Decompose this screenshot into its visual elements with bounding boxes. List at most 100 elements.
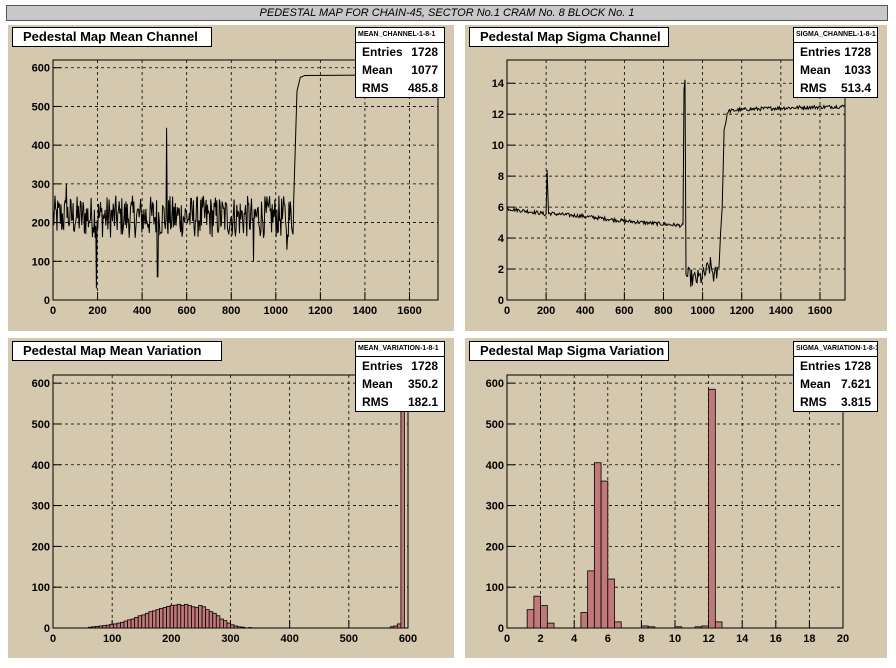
- mean-variation-pad: 0 100 200 300 400 500 600 0 100 200 300 400 500 600 Pe…: [8, 338, 454, 658]
- y-tick-label: 600: [486, 378, 504, 390]
- histogram-bar: [159, 608, 164, 629]
- histogram-bar: [708, 388, 716, 629]
- y-tick-label: 8: [498, 171, 504, 183]
- x-tick-label: 600: [615, 305, 633, 317]
- histogram-bar: [593, 462, 602, 629]
- x-tick-label: 18: [803, 633, 815, 645]
- chart-svg: 0 200 400 600 800 1000 1200 1400 1600 0 100 200 300 4…: [32, 59, 439, 317]
- stats-name: SIGMA_VARIATION-1-8-1: [794, 342, 877, 357]
- x-tick-label: 0: [50, 305, 56, 317]
- x-tick-label: 1600: [397, 305, 421, 317]
- y-tick-label: 100: [486, 582, 504, 594]
- x-tick-label: 1200: [308, 305, 332, 317]
- y-tick-label: 6: [498, 202, 504, 214]
- x-tick-label: 200: [88, 305, 106, 317]
- page-title: PEDESTAL MAP FOR CHAIN-45, SECTOR No.1 C…: [6, 5, 888, 21]
- stats-label: RMS: [800, 81, 827, 95]
- x-tick-label: 1600: [808, 305, 832, 317]
- x-tick-label: 1400: [353, 305, 377, 317]
- histogram-bar: [533, 595, 541, 629]
- stats-box: SIGMA_VARIATION-1-8-1 Entries 1728 Mean 7.62…: [793, 341, 878, 412]
- histogram-bar: [191, 606, 196, 629]
- histogram-bar: [88, 626, 93, 629]
- y-tick-label: 500: [32, 101, 50, 113]
- plot-frame: [52, 59, 439, 301]
- histogram-bar: [102, 625, 107, 629]
- stats-label: Mean: [800, 63, 831, 77]
- x-tick-label: 1000: [690, 305, 714, 317]
- y-tick-label: 14: [492, 78, 505, 90]
- stats-value: 485.8: [407, 81, 438, 95]
- stats-label: Entries: [800, 359, 841, 373]
- histogram-bar: [183, 603, 189, 629]
- histogram-bar: [230, 624, 235, 629]
- stats-value: 1033: [844, 63, 871, 77]
- histogram-bar: [109, 623, 114, 629]
- histogram-bar: [400, 407, 405, 629]
- mean-channel-pad: 0 200 400 600 800 1000 1200 1400 1600 0 100 200 300 4…: [8, 25, 454, 331]
- histogram-bar: [215, 615, 221, 629]
- histogram-bar: [91, 626, 97, 629]
- stats-label: Mean: [362, 63, 393, 77]
- histogram-bar: [226, 622, 231, 629]
- histogram-bar: [222, 620, 228, 629]
- histogram-bar: [198, 605, 203, 629]
- histogram-bar: [389, 626, 395, 629]
- histogram-bar: [148, 611, 153, 629]
- x-tick-label: 0: [50, 633, 56, 645]
- y-tick-label: 0: [44, 295, 50, 307]
- y-tick-label: 0: [498, 295, 504, 307]
- stats-row-rms: RMS 513.4: [794, 79, 877, 97]
- histogram-bar: [237, 626, 242, 629]
- stats-label: RMS: [362, 81, 389, 95]
- x-tick-label: 12: [702, 633, 714, 645]
- stats-value: 182.1: [407, 395, 438, 409]
- stats-row-rms: RMS 182.1: [356, 393, 444, 411]
- stats-value: 350.2: [407, 377, 438, 391]
- x-tick-label: 800: [654, 305, 672, 317]
- stats-name: SIGMA_CHANNEL-1-8-1: [794, 28, 877, 43]
- chart-title: Pedestal Map Mean Channel: [12, 27, 212, 47]
- stats-row-entries: Entries 1728: [794, 43, 877, 61]
- histogram-bar: [580, 612, 589, 629]
- histogram-bar: [674, 626, 683, 629]
- y-tick-label: 400: [32, 140, 50, 152]
- stats-label: Mean: [362, 377, 393, 391]
- x-tick-label: 14: [736, 633, 749, 645]
- histogram-bar: [219, 618, 224, 629]
- chart-svg: 0 100 200 300 400 500 600 0 100 200 300 400 500 600: [32, 374, 417, 645]
- x-tick-label: 1400: [769, 305, 793, 317]
- stats-row-entries: Entries 1728: [794, 357, 877, 375]
- histogram-bar: [95, 625, 100, 629]
- x-tick-label: 800: [222, 305, 240, 317]
- sigma-variation-pad: 0 2 4 6 8 10 12 14 16 18 20 0 100 200 300 400 500 600 Pede…: [465, 338, 887, 658]
- histogram-bar: [144, 612, 150, 629]
- histogram-bar: [105, 624, 111, 629]
- stats-label: RMS: [362, 395, 389, 409]
- histogram-bar: [187, 605, 192, 629]
- histogram-bar: [396, 623, 402, 629]
- y-tick-label: 500: [486, 419, 504, 431]
- histogram-bar: [151, 610, 157, 629]
- x-tick-label: 1200: [729, 305, 753, 317]
- stats-value: 1077: [411, 63, 438, 77]
- histogram-bar: [141, 614, 146, 629]
- stats-label: Mean: [800, 377, 831, 391]
- stats-name: MEAN_VARIATION-1-8-1: [356, 342, 444, 357]
- histogram-bar: [155, 609, 160, 629]
- histogram-bar: [587, 570, 595, 629]
- x-tick-label: 0: [504, 305, 510, 317]
- chart-svg: 0 200 400 600 800 1000 1200 1400 1600 0 2 4 6 8 10 12 14: [492, 59, 846, 317]
- histogram-bar: [600, 480, 609, 629]
- stats-row-entries: Entries 1728: [356, 357, 444, 375]
- y-tick-label: 200: [32, 541, 50, 553]
- y-tick-label: 100: [32, 256, 50, 268]
- x-tick-label: 0: [504, 633, 510, 645]
- stats-row-rms: RMS 3.815: [794, 393, 877, 411]
- x-tick-label: 4: [571, 633, 578, 645]
- histogram-bar: [116, 622, 121, 629]
- histogram-bar: [694, 626, 703, 629]
- histogram-bar: [640, 625, 649, 629]
- stats-row-mean: Mean 7.621: [794, 375, 877, 393]
- histogram-bar: [112, 623, 118, 629]
